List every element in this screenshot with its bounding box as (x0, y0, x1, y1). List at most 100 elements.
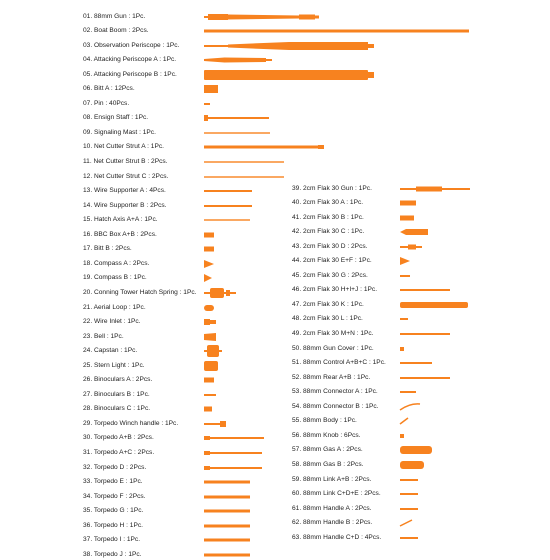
left_column-item-label: 35. Torpedo G : 1Pc. (83, 507, 144, 515)
wire-silhouette (400, 289, 450, 292)
periscope-icon (204, 41, 374, 51)
right_column-item-label: 52. 88mm Rear A+B : 1Pc. (292, 373, 371, 381)
long-rod-silhouette (204, 29, 469, 33)
thin-rod-silhouette (204, 132, 270, 134)
left_column-item-label: 33. Torpedo E : 1Pc. (83, 478, 143, 486)
dot-silhouette (400, 433, 404, 438)
right_column-item-label: 60. 88mm Link C+D+E : 2Pcs. (292, 490, 381, 498)
right_column-item-label: 48. 2cm Flak 30 L : 1Pc. (292, 315, 363, 323)
staff-icon (204, 113, 269, 123)
dot-icon (400, 431, 404, 441)
left_column-item-label: 37. Torpedo I : 1Pc. (83, 536, 141, 544)
torpedo-short-icon (204, 550, 250, 560)
thin-short-icon (400, 314, 408, 324)
left_column-item-label: 21. Aerial Loop : 1Pc. (83, 303, 146, 311)
wire-silhouette (400, 333, 450, 335)
torpedo-short-silhouette (204, 509, 250, 513)
left_column-item-label: 20. Conning Tower Hatch Spring : 1Pc. (83, 288, 197, 296)
small-curve-icon (399, 518, 413, 528)
tapered-rod-icon (204, 55, 272, 65)
thin-short-silhouette (400, 507, 418, 510)
left_column-item-label: 19. Compass B : 1Pc. (83, 274, 147, 282)
left_column-item-label: 26. Binoculars A : 2Pcs. (83, 376, 153, 384)
right_column-item-label: 61. 88mm Handle A : 2Pcs. (292, 504, 372, 512)
small-part-icon (400, 198, 416, 208)
torpedo-silhouette (204, 436, 264, 441)
long-rod-icon (204, 26, 469, 36)
right_column-item-label: 41. 2cm Flak 30 B : 1Pc. (292, 213, 364, 221)
thin-short-icon (400, 387, 416, 397)
spring-icon (204, 287, 236, 298)
left_column-item-label: 30. Torpedo A+B : 2Pcs. (83, 434, 154, 442)
torpedo-silhouette (204, 465, 262, 470)
left_column-item-label: 15. Hatch Axis A+A : 1Pc. (83, 216, 158, 224)
gas-silhouette (400, 446, 432, 455)
torpedo-short-silhouette (204, 538, 250, 542)
left_column-item-label: 09. Signaling Mast : 1Pc. (83, 128, 156, 136)
wire-silhouette (400, 362, 432, 365)
thin-short-silhouette (204, 393, 216, 396)
periscope-silhouette (204, 41, 374, 50)
right_column-item-label: 44. 2cm Flak 30 E+F : 1Pc. (292, 257, 372, 265)
gun-barrel-icon (204, 12, 319, 22)
left_column-item-label: 04. Attacking Periscope A : 1Pc. (83, 56, 177, 64)
inlet-icon (204, 317, 216, 327)
thin-rod-silhouette (204, 219, 250, 221)
left_column-item-label: 29. Torpedo Winch handle : 1Pc. (83, 419, 179, 427)
spring-silhouette (204, 287, 236, 298)
thin-short-icon (204, 390, 216, 400)
left_column-item-label: 32. Torpedo D : 2Pcs. (83, 463, 147, 471)
left_column-item-label: 16. BBC Box A+B : 2Pcs. (83, 230, 157, 238)
left_column-item-label: 08. Ensign Staff : 1Pc. (83, 114, 149, 122)
periscope-tube-icon (204, 69, 374, 80)
left_column-item-label: 03. Observation Periscope : 1Pc. (83, 41, 180, 49)
left_column-item-label: 34. Torpedo F : 2Pcs. (83, 492, 146, 500)
flak-d-silhouette (400, 244, 422, 250)
torpedo-short-icon (204, 477, 250, 487)
small-part-icon (204, 404, 212, 414)
wire-silhouette (204, 190, 252, 193)
loop-icon (204, 303, 214, 313)
curve-icon (399, 402, 421, 412)
right_column-item-label: 51. 88mm Control A+B+C : 1Pc. (292, 359, 386, 367)
thin-short-silhouette (400, 478, 418, 481)
thin-rod-icon (204, 215, 250, 225)
thin-short-silhouette (400, 536, 418, 539)
small-curve-silhouette (399, 417, 409, 425)
flak-d-icon (400, 242, 422, 252)
wire-icon (400, 285, 450, 295)
left_column-item-label: 28. Binoculars C : 1Pc. (83, 405, 151, 413)
torpedo-icon (204, 433, 264, 443)
left_column-item-label: 06. Bitt A : 12Pcs. (83, 85, 135, 93)
right_column-item-label: 50. 88mm Gun Cover : 1Pc. (292, 344, 374, 352)
pin-silhouette (204, 102, 210, 105)
left_column-item-label: 07. Pin : 40Pcs. (83, 99, 130, 107)
small-part-silhouette (204, 232, 214, 238)
right_column-item-label: 40. 2cm Flak 30 A : 1Pc. (292, 199, 364, 207)
compass-icon (204, 273, 212, 283)
left_column-item-label: 12. Net Cutter Strut C : 2Pcs. (83, 172, 169, 180)
compass-silhouette (204, 259, 214, 268)
handle-icon (204, 419, 226, 429)
compass-icon (204, 259, 214, 269)
capstan-icon (204, 345, 222, 358)
handle-silhouette (204, 420, 226, 427)
thin-rod-icon (204, 157, 284, 167)
dot-silhouette (400, 346, 404, 351)
bell-icon (204, 332, 216, 342)
thin-rod-silhouette (204, 175, 284, 178)
left_column-item-label: 23. Bell : 1Pc. (83, 332, 124, 340)
torpedo-short-silhouette (204, 553, 250, 557)
small-part-silhouette (400, 200, 416, 206)
thin-short-icon (400, 475, 418, 485)
torpedo-short-icon (204, 506, 250, 516)
staff-silhouette (204, 115, 269, 122)
wire-icon (204, 201, 252, 211)
small-curve-silhouette (399, 519, 413, 527)
left_column-item-label: 13. Wire Supporter A : 4Pcs. (83, 187, 166, 195)
torpedo-icon (204, 463, 262, 473)
left_column-item-label: 02. Boat Boom : 2Pcs. (83, 27, 149, 35)
wire-icon (400, 358, 432, 368)
inlet-silhouette (204, 319, 216, 326)
